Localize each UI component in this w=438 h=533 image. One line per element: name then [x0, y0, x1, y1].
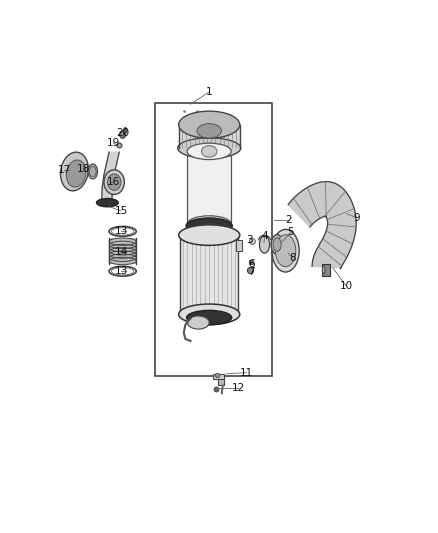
Ellipse shape [104, 170, 124, 195]
Text: 18: 18 [77, 164, 90, 174]
Bar [180, 235, 238, 314]
Bar [155, 103, 272, 376]
Ellipse shape [107, 174, 121, 190]
Ellipse shape [67, 160, 86, 187]
Text: 8: 8 [289, 253, 296, 263]
Ellipse shape [187, 143, 231, 159]
Bar [187, 151, 231, 224]
Text: 9: 9 [353, 213, 360, 223]
Text: 6: 6 [248, 259, 255, 269]
Polygon shape [102, 187, 113, 204]
Text: 12: 12 [231, 383, 245, 393]
Ellipse shape [272, 229, 299, 272]
Text: 13: 13 [114, 227, 127, 237]
Ellipse shape [60, 152, 88, 191]
Bar [219, 377, 224, 385]
Polygon shape [107, 152, 119, 163]
Text: 4: 4 [262, 230, 268, 240]
Bar [237, 240, 243, 251]
Ellipse shape [259, 236, 270, 253]
Ellipse shape [271, 235, 283, 254]
Ellipse shape [201, 146, 217, 157]
Ellipse shape [89, 166, 96, 177]
Text: 7: 7 [247, 268, 254, 278]
Ellipse shape [276, 235, 296, 266]
Polygon shape [288, 182, 356, 269]
Ellipse shape [179, 225, 240, 245]
Text: 20: 20 [116, 128, 129, 138]
Ellipse shape [186, 218, 232, 234]
Ellipse shape [88, 164, 98, 179]
Ellipse shape [179, 304, 240, 325]
Text: 10: 10 [339, 280, 353, 290]
Text: 5: 5 [287, 227, 294, 237]
Ellipse shape [186, 223, 232, 239]
Ellipse shape [120, 131, 126, 138]
Ellipse shape [124, 127, 127, 133]
Bar [322, 264, 331, 276]
Ellipse shape [187, 316, 209, 329]
Polygon shape [102, 175, 114, 187]
Ellipse shape [197, 124, 222, 138]
Ellipse shape [187, 310, 232, 325]
Ellipse shape [179, 111, 240, 138]
Ellipse shape [178, 138, 241, 158]
Text: 15: 15 [114, 206, 127, 216]
Ellipse shape [187, 216, 231, 232]
Ellipse shape [322, 265, 325, 274]
Bar [109, 238, 136, 264]
Text: 17: 17 [58, 165, 71, 175]
Polygon shape [104, 163, 117, 175]
Ellipse shape [273, 238, 281, 252]
Text: 13: 13 [114, 266, 127, 276]
Text: 2: 2 [286, 215, 292, 225]
Bar [212, 374, 224, 379]
Text: 16: 16 [106, 177, 120, 187]
Text: 11: 11 [240, 368, 253, 377]
Text: 1: 1 [206, 87, 212, 97]
Bar [179, 125, 240, 148]
Ellipse shape [96, 199, 118, 207]
Text: 14: 14 [114, 247, 127, 257]
Text: 19: 19 [106, 138, 120, 148]
Text: 3: 3 [247, 236, 253, 245]
